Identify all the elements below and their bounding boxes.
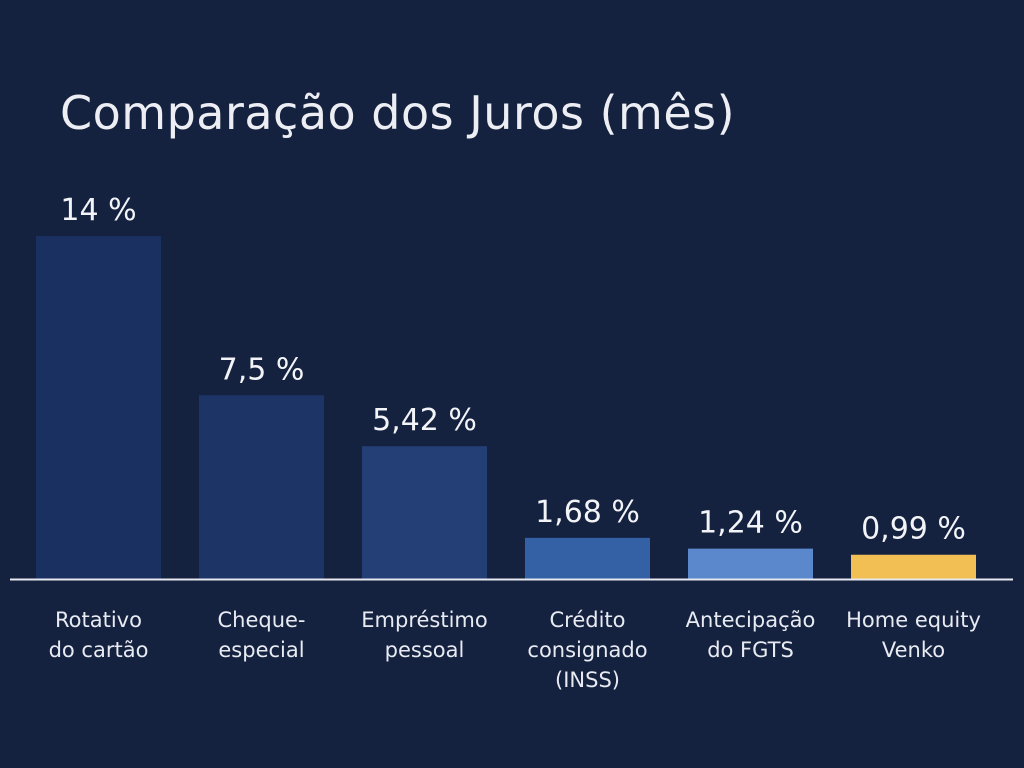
bar-0 bbox=[36, 236, 161, 579]
value-label-0: 14 % bbox=[60, 193, 136, 228]
category-label-3-2: (INSS) bbox=[555, 668, 620, 692]
value-label-2: 5,42 % bbox=[372, 403, 477, 438]
category-label-0-1: do cartão bbox=[49, 638, 149, 662]
bar-1 bbox=[199, 395, 324, 579]
category-label-5-0: Home equity bbox=[846, 608, 981, 632]
category-label-3-1: consignado bbox=[527, 638, 647, 662]
category-label-4-1: do FGTS bbox=[707, 638, 794, 662]
category-label-2-0: Empréstimo bbox=[361, 608, 487, 632]
bar-2 bbox=[362, 446, 487, 579]
category-label-1-1: especial bbox=[218, 638, 304, 662]
bar-5 bbox=[851, 554, 976, 579]
category-label-3-0: Crédito bbox=[549, 608, 625, 632]
value-label-3: 1,68 % bbox=[535, 495, 640, 530]
chart-title: Comparação dos Juros (mês) bbox=[60, 86, 736, 140]
category-label-1-0: Cheque- bbox=[217, 608, 305, 632]
category-label-2-1: pessoal bbox=[385, 638, 465, 662]
category-label-0-0: Rotativo bbox=[55, 608, 142, 632]
bar-4 bbox=[688, 548, 813, 579]
value-label-4: 1,24 % bbox=[698, 506, 803, 541]
category-label-4-0: Antecipação bbox=[686, 608, 816, 632]
bar-3 bbox=[525, 537, 650, 579]
value-label-5: 0,99 % bbox=[861, 512, 966, 547]
category-label-5-1: Venko bbox=[882, 638, 945, 662]
value-label-1: 7,5 % bbox=[219, 352, 305, 387]
